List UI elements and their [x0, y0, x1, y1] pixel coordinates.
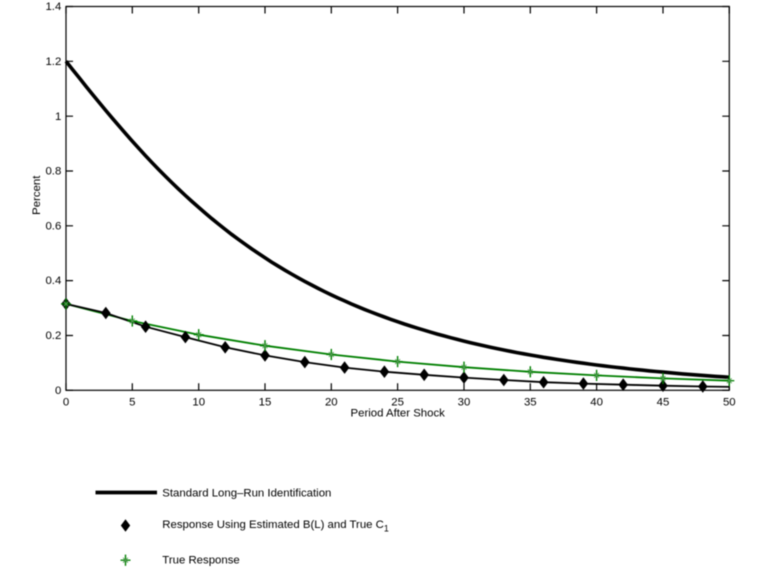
svg-text:0: 0: [63, 397, 69, 409]
svg-text:1.2: 1.2: [45, 56, 61, 68]
svg-text:0.4: 0.4: [45, 275, 61, 287]
svg-text:1.4: 1.4: [45, 1, 61, 13]
svg-text:0.6: 0.6: [45, 220, 61, 232]
svg-text:Response Using Estimated B(L): Response Using Estimated B(L) and True C…: [162, 519, 389, 534]
svg-text:15: 15: [259, 397, 272, 409]
svg-text:5: 5: [129, 397, 135, 409]
svg-text:45: 45: [657, 397, 670, 409]
svg-text:50: 50: [723, 397, 736, 409]
svg-text:0.2: 0.2: [45, 330, 61, 342]
svg-text:30: 30: [458, 397, 471, 409]
svg-text:25: 25: [391, 397, 404, 409]
svg-text:35: 35: [524, 397, 537, 409]
svg-text:Standard Long–Run Identificati: Standard Long–Run Identification: [162, 488, 331, 500]
svg-text:40: 40: [590, 397, 603, 409]
svg-text:0: 0: [55, 385, 61, 397]
svg-text:Period After Shock: Period After Shock: [351, 408, 446, 420]
svg-text:20: 20: [325, 397, 338, 409]
svg-text:0.8: 0.8: [45, 166, 61, 178]
svg-text:10: 10: [192, 397, 205, 409]
svg-text:1: 1: [55, 111, 61, 123]
svg-text:True Response: True Response: [162, 555, 239, 567]
svg-text:Percent: Percent: [31, 175, 43, 215]
